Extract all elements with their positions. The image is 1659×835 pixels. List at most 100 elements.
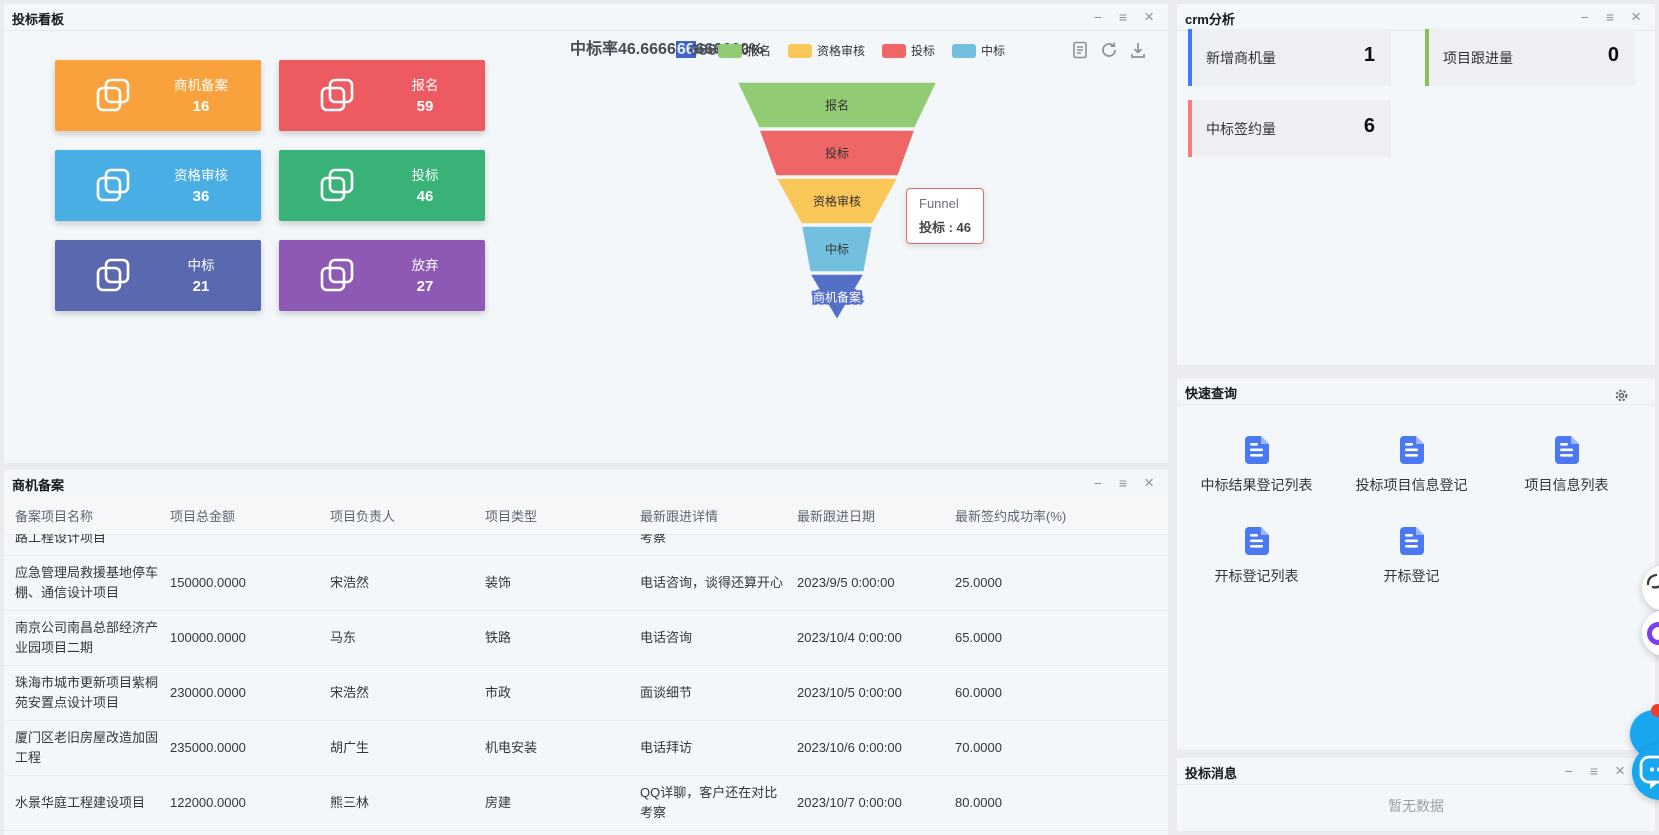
legend-label: 报名 (747, 44, 772, 58)
table-cell: 25.0000 (955, 574, 1002, 590)
funnel-label: 商机备案 (813, 290, 861, 305)
quick-link-中标结果登记列表[interactable]: 中标结果登记列表 (1179, 434, 1334, 495)
tooltip-series: Funnel (919, 196, 959, 211)
panel-titlebar: 投标看板 − ≡ × (4, 4, 1168, 31)
crm-card-label: 项目跟进量 (1443, 50, 1513, 66)
blue-document-icon (1554, 436, 1579, 464)
table-cell: QQ详聊，客户还在对比考察 (640, 784, 778, 820)
copy-squares-icon (96, 168, 130, 202)
legend-label: 投标 (911, 44, 936, 58)
table-cell: 宋浩然 (330, 574, 370, 590)
stat-tile-放弃[interactable]: 放弃 27 (279, 240, 485, 311)
minimize-icon[interactable]: − (1093, 475, 1102, 491)
panel-title: crm分析 (1185, 12, 1235, 27)
funnel-slice-投标[interactable] (757, 129, 917, 177)
column-header: 最新跟进日期 (797, 508, 876, 524)
legend-label: 中标 (981, 44, 1006, 58)
funnel-label: 投标 (825, 146, 849, 161)
window-controls: − ≡ × (1565, 762, 1625, 780)
chart-toolbar (1072, 41, 1146, 64)
legend-swatch (952, 43, 977, 58)
close-icon[interactable]: × (1631, 7, 1641, 26)
stat-value: 21 (192, 278, 210, 295)
table-cell: 珠海市城市更新项目紫桐苑安置点设计项目 (15, 674, 159, 710)
chart-title-prefix: 中标率46.6666 (570, 41, 676, 58)
stat-label: 投标 (411, 168, 439, 183)
table-cell: 235000.0000 (170, 739, 246, 755)
copy-squares-icon (320, 168, 354, 202)
quick-link-grid: 中标结果登记列表 投标项目信息登记 项目信息列表开标登记列表 开标登记 (1179, 434, 1644, 586)
brand-ring-icon[interactable] (1642, 610, 1659, 656)
menu-icon[interactable]: ≡ (1589, 763, 1599, 779)
table-cell: 房建 (485, 794, 512, 810)
empty-state-text: 暂无数据 (1388, 798, 1444, 814)
stat-tile-商机备案[interactable]: 商机备案 16 (55, 60, 261, 131)
column-header: 项目总金额 (170, 508, 236, 524)
legend-label: 资格审核 (817, 44, 866, 58)
crm-card-中标签约量: 中标签约量 6 (1188, 100, 1391, 157)
table-row[interactable]: 应急管理局救援基地停车棚、通信设计项目 150000.0000 宋浩然 装饰 电话咨询，… (4, 556, 1168, 611)
data-view-icon[interactable] (1072, 41, 1088, 64)
close-icon[interactable]: × (1144, 473, 1154, 492)
funnel-slice-商机备案[interactable] (808, 273, 866, 322)
gear-icon[interactable] (1614, 388, 1629, 408)
table-cell: 路工程设计项目 (15, 534, 107, 545)
table-row[interactable]: 水景华庭工程建设项目 122000.0000 熊三林 房建 QQ详聊，客户还在对比考察 2… (4, 776, 1168, 831)
stat-tile-投标[interactable]: 投标 46 (279, 150, 485, 221)
table-cell: 胡广生 (330, 739, 370, 755)
chart-title-highlight: 66 (675, 41, 696, 58)
legend-item-报名[interactable]: 报名 (718, 42, 771, 59)
stat-tile-报名[interactable]: 报名 59 (279, 60, 485, 131)
panel-quick-query: 快速查询 中标结果登记列表 投标项目信息登记 项目信息列表开标登记列表 开标登记 (1177, 378, 1655, 750)
table-cell: 65.0000 (955, 629, 1002, 645)
menu-icon[interactable]: ≡ (1118, 475, 1128, 491)
quick-link-label: 开标登记 (1383, 568, 1440, 584)
minimize-icon[interactable]: − (1564, 763, 1573, 779)
minimize-icon[interactable]: − (1093, 9, 1102, 25)
refresh-icon[interactable] (1100, 41, 1118, 64)
blue-document-icon (1244, 436, 1269, 464)
table-cell: 水景华庭工程建设项目 (15, 794, 146, 810)
legend-item-资格审核[interactable]: 资格审核 (788, 42, 865, 59)
download-icon[interactable] (1130, 42, 1146, 64)
assistant-icon[interactable] (1642, 565, 1659, 611)
funnel-slice-资格审核[interactable] (774, 177, 900, 225)
stat-text: 报名 59 (379, 74, 471, 115)
legend-item-投标[interactable]: 投标 (882, 42, 935, 59)
table-row[interactable]: 珠海市城市更新项目紫桐苑安置点设计项目 230000.0000 宋浩然 市政 面谈细节 2… (4, 666, 1168, 721)
stat-text: 放弃 27 (379, 254, 471, 295)
table-cell: 铁路 (485, 629, 512, 645)
quick-link-投标项目信息登记[interactable]: 投标项目信息登记 (1334, 434, 1489, 495)
minimize-icon[interactable]: − (1580, 9, 1589, 25)
stat-text: 资格审核 36 (155, 164, 247, 205)
funnel-slice-中标[interactable] (800, 225, 874, 273)
table-cell: 宋浩然 (330, 684, 370, 700)
stat-value: 16 (192, 98, 210, 115)
table-row[interactable]: 南京公司南昌总部经济产业园项目二期 100000.0000 马东 铁路 电话咨询 2023… (4, 611, 1168, 666)
chat-icon[interactable] (1632, 744, 1659, 800)
stat-tile-资格审核[interactable]: 资格审核 36 (55, 150, 261, 221)
table-cell: 122000.0000 (170, 794, 246, 810)
close-icon[interactable]: × (1144, 7, 1154, 26)
table-cell: 230000.0000 (170, 684, 246, 700)
panel-titlebar: 快速查询 (1177, 378, 1655, 405)
stat-value: 36 (192, 188, 210, 205)
quick-link-开标登记[interactable]: 开标登记 (1334, 525, 1489, 586)
quick-link-label: 中标结果登记列表 (1200, 477, 1313, 493)
stat-tile-中标[interactable]: 中标 21 (55, 240, 261, 311)
table-row[interactable]: 厦门区老旧房屋改造加固工程 235000.0000 胡广生 机电安装 电话拜访 2023/… (4, 721, 1168, 776)
menu-icon[interactable]: ≡ (1605, 9, 1615, 25)
table-cell: 南京公司南昌总部经济产业园项目二期 (15, 619, 159, 655)
table-cell: 考察 (640, 534, 667, 545)
quick-link-label: 投标项目信息登记 (1355, 477, 1468, 493)
table-row-partial[interactable]: 路工程设计项目 考察 (4, 534, 1168, 556)
menu-icon[interactable]: ≡ (1118, 9, 1128, 25)
crm-card-value: 6 (1363, 115, 1375, 137)
funnel-slice-报名[interactable] (735, 81, 939, 129)
quick-link-开标登记列表[interactable]: 开标登记列表 (1179, 525, 1334, 586)
legend-item-中标[interactable]: 中标 (952, 42, 1005, 59)
quick-link-项目信息列表[interactable]: 项目信息列表 (1489, 434, 1644, 495)
close-icon[interactable]: × (1615, 761, 1625, 780)
panel-title: 快速查询 (1185, 386, 1238, 401)
